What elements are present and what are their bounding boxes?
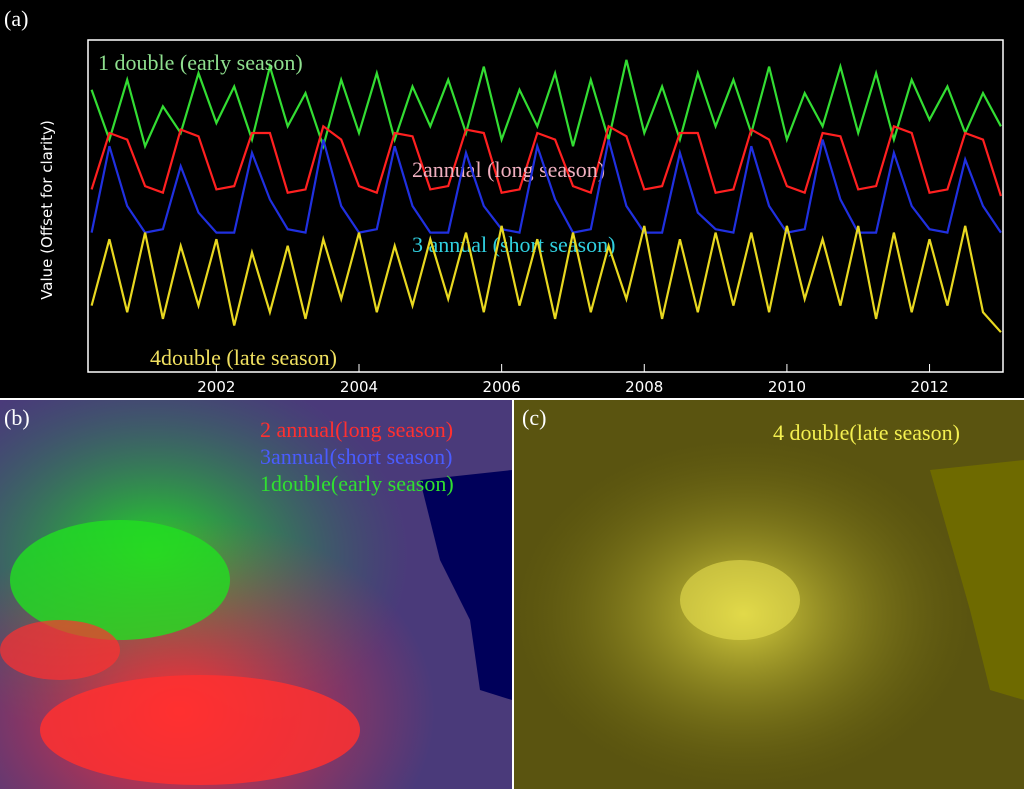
series-line (90, 139, 1002, 234)
x-tick-label: 2006 (483, 378, 521, 396)
x-tick-label: 2010 (768, 378, 806, 396)
plot-frame (87, 39, 1004, 373)
series-line (90, 59, 1002, 151)
legend-entry: 3annual(short season) (260, 444, 452, 469)
panel-label: (c) (522, 405, 546, 430)
series-label: 3 annual (short season) (412, 232, 615, 257)
panel-c-image (514, 400, 1024, 789)
series-line (90, 124, 1002, 197)
panel-b-image (0, 400, 512, 789)
series-label: 2annual (long season) (412, 157, 605, 182)
panel-label: (a) (4, 6, 28, 31)
x-tick-label: 2002 (197, 378, 235, 396)
y-axis-label: Value (Offset for clarity) (38, 120, 56, 300)
series-line (90, 225, 1002, 333)
legend-entry: 1double(early season) (260, 471, 454, 496)
x-tick-label: 2012 (910, 378, 948, 396)
series-label: 1 double (early season) (98, 50, 303, 75)
panel-label: (b) (4, 405, 30, 430)
series-label: 4double (late season) (150, 345, 337, 370)
legend-entry: 4 double(late season) (773, 420, 960, 445)
x-tick-label: 2004 (340, 378, 378, 396)
x-tick-label: 2008 (625, 378, 663, 396)
legend-entry: 2 annual(long season) (260, 417, 453, 442)
